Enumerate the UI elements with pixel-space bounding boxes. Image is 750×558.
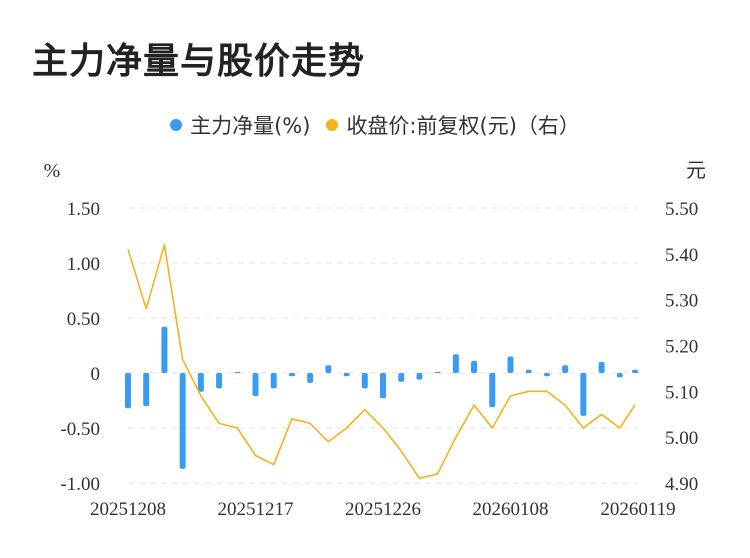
net-volume-bar bbox=[288, 373, 295, 377]
legend-item-net-volume[interactable]: 主力净量(%) bbox=[170, 110, 310, 140]
net-volume-bar bbox=[361, 373, 368, 389]
x-tick-label: 20251226 bbox=[345, 499, 421, 520]
net-volume-bar bbox=[507, 356, 514, 373]
x-tick-label: 20260108 bbox=[473, 499, 549, 520]
net-volume-bar bbox=[325, 365, 332, 373]
net-volume-bar bbox=[416, 373, 423, 380]
net-volume-bar bbox=[616, 373, 623, 378]
net-volume-bar bbox=[543, 373, 550, 377]
legend: 主力净量(%) 收盘价:前复权(元)（右） bbox=[0, 110, 750, 140]
right-axis-unit: 元 bbox=[686, 160, 706, 182]
net-volume-bar bbox=[161, 326, 168, 373]
right-tick-label: 5.30 bbox=[665, 291, 698, 312]
net-volume-bar bbox=[143, 373, 150, 406]
close-price-legend-dot-icon bbox=[326, 119, 339, 131]
x-tick-label: 20251217 bbox=[218, 499, 294, 520]
right-tick-label: 5.50 bbox=[665, 199, 698, 220]
net-volume-bar bbox=[471, 360, 478, 373]
net-volume-bar bbox=[380, 373, 386, 399]
left-tick-label: -1.00 bbox=[60, 474, 100, 495]
left-tick-label: -0.50 bbox=[60, 419, 100, 440]
net-volume-bar bbox=[234, 371, 241, 373]
net-volume-bar bbox=[598, 362, 605, 373]
net-volume-bar bbox=[197, 373, 204, 392]
net-volume-bar bbox=[632, 369, 638, 373]
net-volume-bar bbox=[343, 373, 350, 377]
x-tick-label: 20251208 bbox=[90, 499, 166, 520]
left-tick-label: 1.50 bbox=[67, 199, 100, 220]
net-volume-legend-dot-icon bbox=[170, 119, 183, 131]
close-price-line bbox=[127, 243, 636, 480]
net-volume-bar bbox=[562, 365, 569, 373]
right-tick-label: 5.20 bbox=[665, 337, 698, 358]
right-tick-label: 5.10 bbox=[665, 382, 698, 403]
net-volume-bar bbox=[580, 373, 587, 416]
legend-label-close-price: 收盘价:前复权(元)（右） bbox=[346, 114, 580, 138]
right-tick-label: 4.90 bbox=[665, 474, 698, 495]
chart-title: 主力净量与股价走势 bbox=[32, 41, 366, 82]
legend-item-close-price[interactable]: 收盘价:前复权(元)（右） bbox=[326, 110, 580, 140]
net-volume-bar bbox=[125, 373, 131, 409]
x-tick-label: 20260119 bbox=[600, 499, 675, 520]
net-volume-bar bbox=[434, 371, 441, 373]
net-volume-bar bbox=[216, 373, 223, 389]
net-volume-bar bbox=[452, 354, 459, 373]
net-volume-bar bbox=[525, 369, 532, 373]
net-volume-bar bbox=[398, 373, 405, 382]
legend-label-net-volume: 主力净量(%) bbox=[190, 114, 311, 138]
net-volume-bar bbox=[489, 373, 496, 408]
left-tick-label: 0.50 bbox=[67, 309, 100, 330]
net-volume-bar bbox=[179, 373, 186, 469]
net-volume-bar bbox=[307, 373, 314, 383]
left-axis-unit: % bbox=[44, 160, 61, 182]
net-volume-bar bbox=[252, 373, 259, 397]
net-volume-bar bbox=[270, 373, 277, 389]
right-tick-label: 5.40 bbox=[665, 245, 698, 266]
left-tick-label: 1.00 bbox=[67, 254, 100, 275]
left-tick-label: 0 bbox=[91, 364, 101, 385]
right-tick-label: 5.00 bbox=[665, 428, 698, 449]
